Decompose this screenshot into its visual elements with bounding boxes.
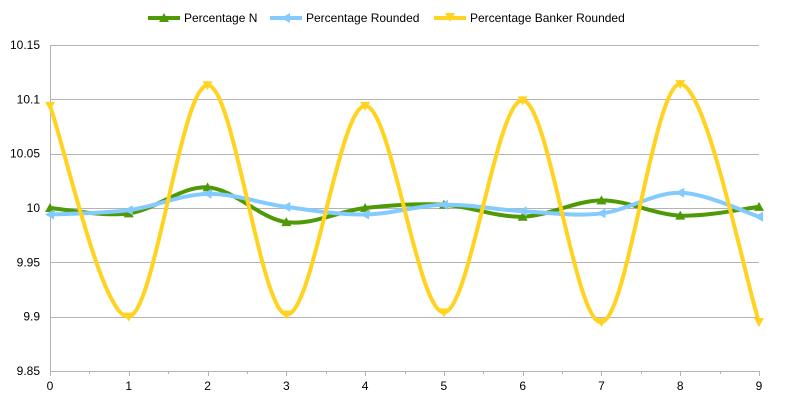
series-percentage-banker-rounded <box>45 80 764 328</box>
data-point-percentage-banker-rounded <box>754 318 764 328</box>
data-point-percentage-n <box>45 203 55 212</box>
data-point-percentage-banker-rounded <box>123 312 134 322</box>
y-tick-label: 9.85 <box>17 364 41 378</box>
data-point-percentage-rounded <box>360 209 370 220</box>
data-point-percentage-banker-rounded <box>517 96 528 106</box>
data-point-percentage-rounded <box>438 199 448 210</box>
data-point-percentage-n <box>360 203 371 212</box>
data-point-percentage-rounded <box>754 211 763 222</box>
data-point-percentage-banker-rounded <box>202 81 213 91</box>
data-point-percentage-n <box>202 182 213 192</box>
legend-item-percentage-rounded: Percentage Rounded <box>270 11 419 25</box>
legend-marker-percentage-banker-rounded <box>445 13 455 22</box>
x-tick-label: 5 <box>441 379 448 393</box>
data-point-percentage-n <box>281 217 292 227</box>
legend-label-percentage-n: Percentage N <box>184 11 257 25</box>
x-tick-label: 4 <box>362 379 369 393</box>
x-tick-label: 1 <box>125 379 132 393</box>
data-point-percentage-banker-rounded <box>675 80 686 90</box>
data-point-percentage-rounded <box>517 206 527 217</box>
data-point-percentage-banker-rounded <box>596 318 607 328</box>
data-point-percentage-rounded <box>45 209 54 220</box>
data-point-percentage-n <box>754 201 764 211</box>
series-layer <box>45 80 764 328</box>
x-tick-label: 8 <box>677 379 684 393</box>
y-tick-label: 10.15 <box>10 38 40 52</box>
x-tick-label: 0 <box>47 379 54 393</box>
x-tick-label: 9 <box>756 379 763 393</box>
data-point-percentage-n <box>517 211 528 221</box>
data-point-percentage-banker-rounded <box>45 101 55 111</box>
x-tick-label: 2 <box>204 379 211 393</box>
x-tick-label: 3 <box>283 379 290 393</box>
x-tick-label: 6 <box>519 379 526 393</box>
y-tick-label: 9.9 <box>23 310 40 324</box>
x-tick-label: 7 <box>598 379 605 393</box>
legend-marker-percentage-n <box>159 13 169 22</box>
data-point-percentage-banker-rounded <box>438 308 449 318</box>
legend-item-percentage-n: Percentage N <box>148 11 257 25</box>
data-point-percentage-n <box>675 210 686 220</box>
y-tick-label: 9.95 <box>17 255 41 269</box>
y-tick-label: 10.1 <box>17 92 41 106</box>
y-axis-tick-labels: 9.85 9.9 9.95 10 10.05 10.1 10.15 <box>10 38 40 378</box>
legend-label-percentage-banker-rounded: Percentage Banker Rounded <box>470 11 625 25</box>
legend-item-percentage-banker-rounded: Percentage Banker Rounded <box>434 11 625 25</box>
y-tick-label: 10 <box>27 201 41 215</box>
data-point-percentage-rounded <box>281 201 291 212</box>
legend: Percentage N Percentage Rounded Percenta… <box>148 11 625 25</box>
data-point-percentage-banker-rounded <box>360 101 371 111</box>
x-axis-tick-labels: 0 1 2 3 4 5 6 7 8 9 <box>47 379 763 393</box>
series-line-percentage-banker-rounded <box>48 82 761 325</box>
data-point-percentage-rounded <box>596 208 606 219</box>
legend-label-percentage-rounded: Percentage Rounded <box>306 11 419 25</box>
data-point-percentage-rounded <box>675 187 685 198</box>
data-point-percentage-rounded <box>202 188 212 199</box>
data-point-percentage-banker-rounded <box>281 310 292 320</box>
data-point-percentage-rounded <box>123 205 133 216</box>
legend-marker-percentage-rounded <box>281 13 290 23</box>
y-tick-label: 10.05 <box>10 147 40 161</box>
data-point-percentage-n <box>596 195 607 205</box>
